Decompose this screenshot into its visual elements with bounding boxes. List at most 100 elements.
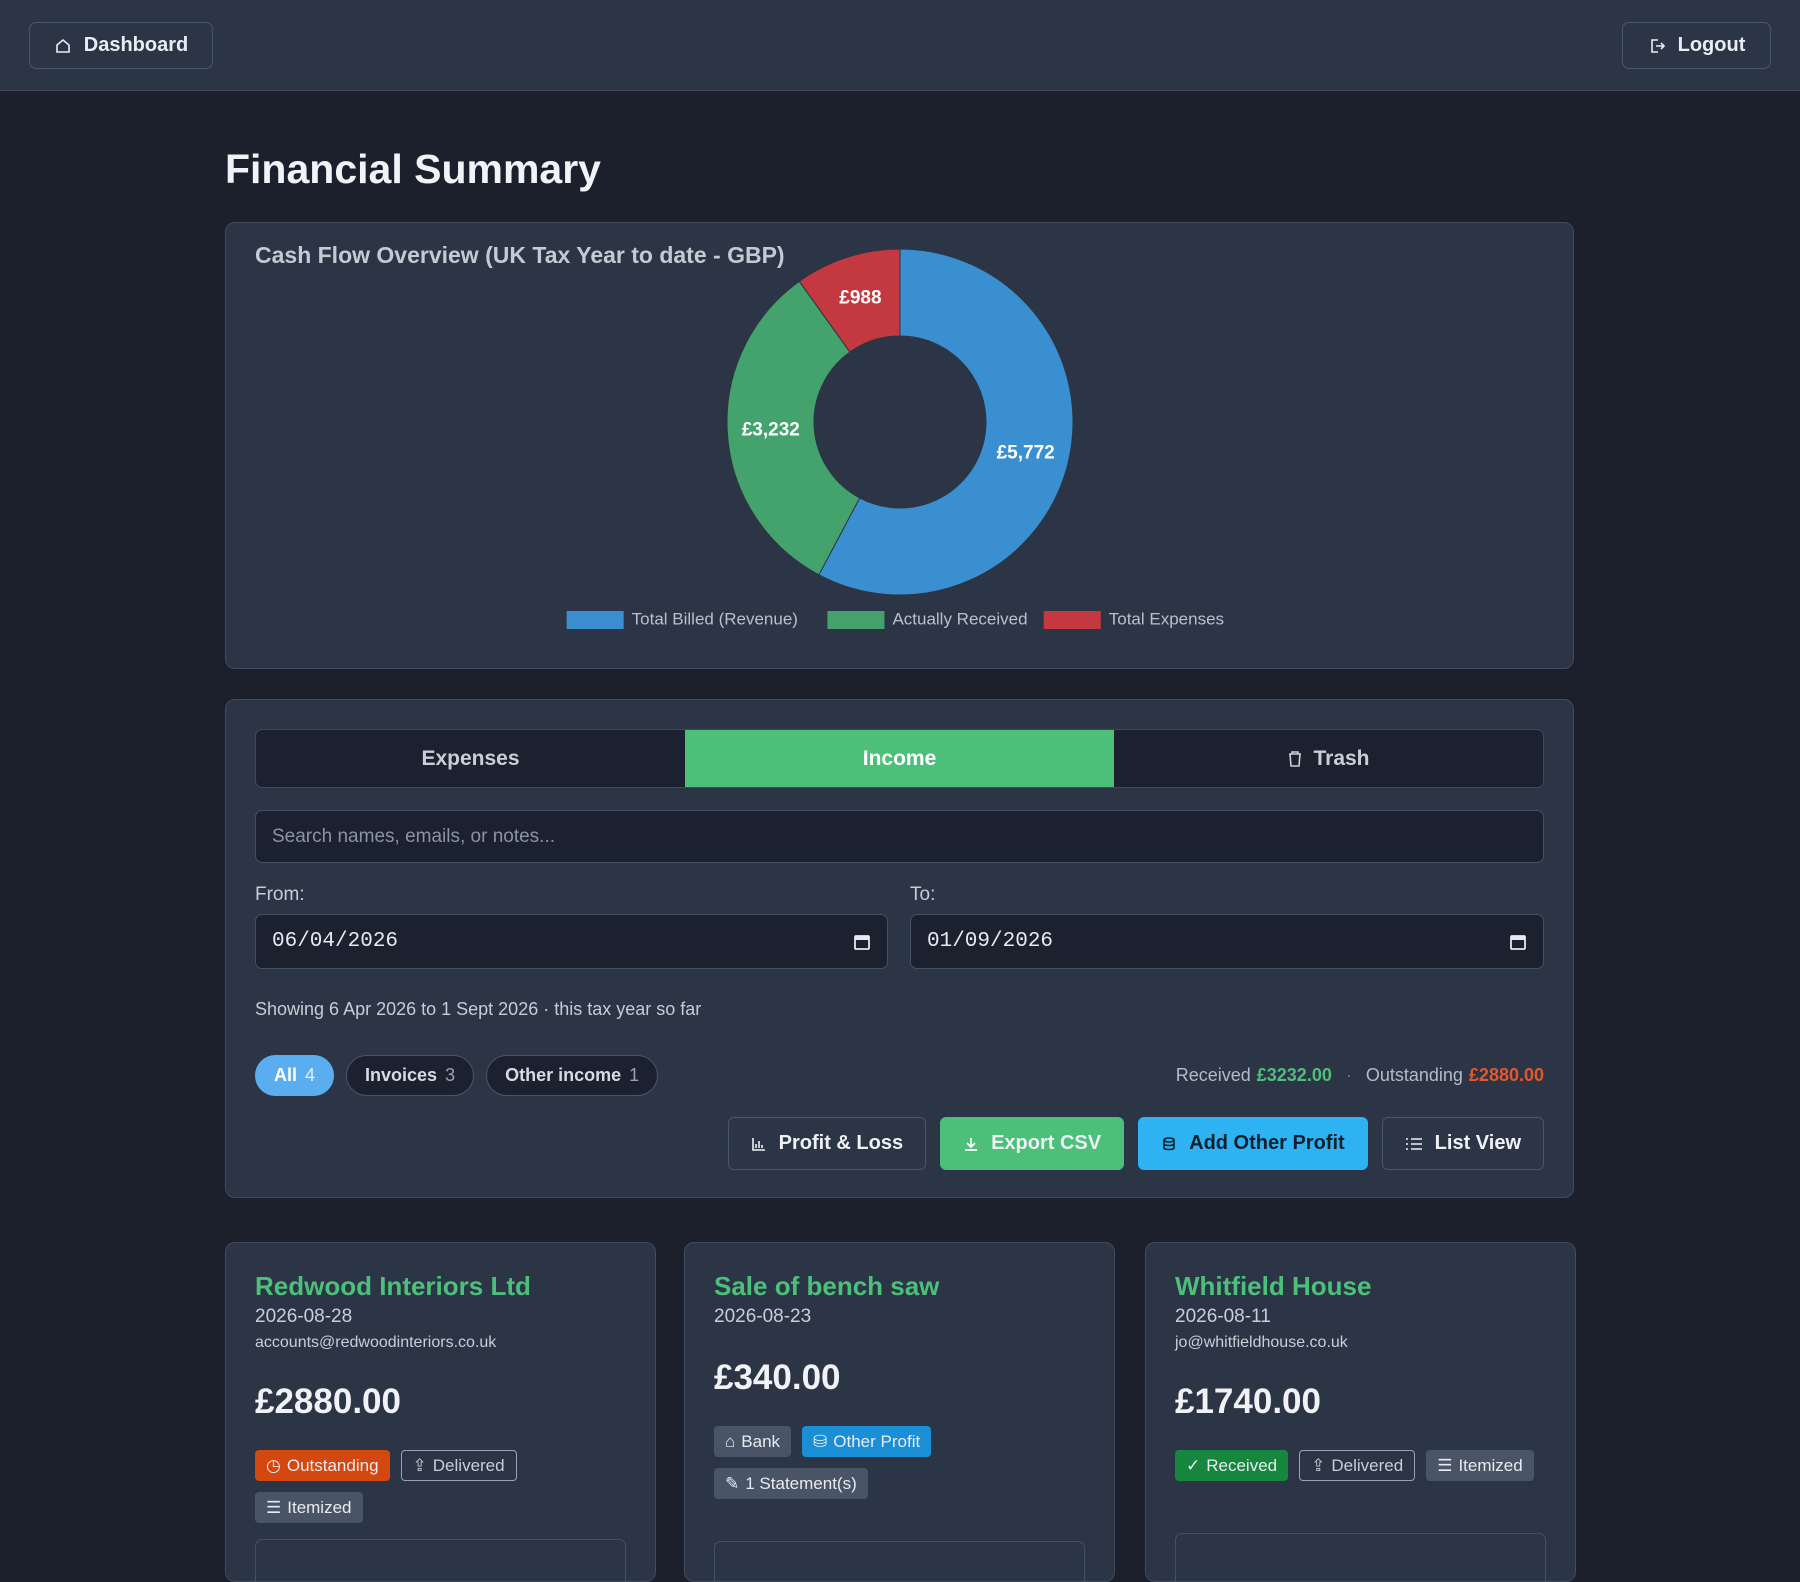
tag-label: Outstanding [286, 1455, 379, 1475]
tags: ✓ Received ⇪ Delivered ☰ Itemized [1175, 1450, 1546, 1481]
tab-active[interactable]: Income [685, 730, 1114, 787]
action-label: Export CSV [991, 1132, 1102, 1154]
from-label: From: [255, 884, 305, 905]
record-amount: £340.00 [714, 1358, 841, 1397]
record-amount: £2880.00 [255, 1382, 401, 1421]
to-label: To: [910, 884, 936, 905]
record-card[interactable]: Sale of bench saw 2026-08-23 £340.00 ⌂ B… [684, 1242, 1115, 1582]
header: Dashboard Logout [0, 0, 1800, 91]
legend-swatch [1043, 611, 1101, 629]
tag-outstanding: ◷ Outstanding [255, 1450, 390, 1481]
calendar-icon [854, 934, 870, 950]
tab[interactable]: Trash [1114, 730, 1543, 787]
record-name: Sale of bench saw [714, 1271, 940, 1301]
pill[interactable]: Invoices 3 [346, 1055, 475, 1096]
add-other-profit-button[interactable]: Add Other Profit [1138, 1117, 1368, 1170]
slice-label: £3,232 [742, 420, 800, 441]
legend-label: Total Expenses [1109, 609, 1224, 628]
chart-title: Cash Flow Overview (UK Tax Year to date … [255, 242, 785, 268]
tag-received: ✓ Received [1175, 1450, 1289, 1481]
pie-slice [726, 280, 861, 576]
download-icon [965, 1137, 978, 1151]
pill-label: Other income [505, 1065, 622, 1085]
tag-label: Bank [741, 1431, 781, 1451]
tag-delivered: ⇪ Delivered [400, 1450, 517, 1481]
outstanding-value: £2880.00 [1468, 1065, 1544, 1085]
tag-label: Delivered [1331, 1455, 1404, 1475]
tab[interactable]: Expenses [421, 746, 520, 770]
pill-label: Invoices [365, 1065, 438, 1085]
tab-label: Trash [1313, 746, 1370, 770]
tabs: Expenses Income Trash [255, 729, 1544, 788]
pie-slice [818, 248, 1074, 596]
legend-swatch [566, 611, 624, 629]
record-details [255, 1539, 626, 1581]
received-label: Received [1175, 1065, 1251, 1085]
page-title: Financial Summary [225, 146, 601, 192]
calendar-icon [1510, 934, 1526, 950]
tag-label: Received [1206, 1455, 1278, 1475]
action-label: Profit & Loss [778, 1132, 904, 1154]
action-label: List View [1434, 1132, 1521, 1154]
pill-count: 4 [305, 1065, 316, 1085]
pill[interactable]: Other income 1 [486, 1055, 659, 1096]
coins-icon [1163, 1136, 1175, 1150]
record-name: Whitfield House [1175, 1271, 1372, 1301]
tag-statements: ✎ 1 Statement(s) [714, 1468, 868, 1499]
pill-active[interactable]: All 4 [255, 1055, 335, 1096]
outstanding-label: Outstanding [1365, 1065, 1463, 1085]
record-date: 2026-08-23 [714, 1306, 812, 1327]
logout-label: Logout [1677, 34, 1746, 56]
action-label: Add Other Profit [1189, 1132, 1345, 1154]
tag-label: Itemized [287, 1497, 352, 1517]
from-date[interactable]: 06/04/2026 [255, 914, 888, 969]
record-card[interactable]: Whitfield House 2026-08-11 jo@whitfieldh… [1145, 1242, 1576, 1582]
list-view-button[interactable]: List View [1381, 1117, 1544, 1170]
record-email: accounts@redwoodinteriors.co.uk [255, 1334, 497, 1351]
export-csv-button[interactable]: Export CSV [940, 1117, 1125, 1170]
separator: · [1345, 1065, 1352, 1085]
actions: Profit & Loss Export CSV Add Other Profi… [727, 1117, 1544, 1170]
tag-label: Delivered [432, 1455, 505, 1475]
logout-icon [1650, 38, 1665, 53]
search-input[interactable]: Search names, emails, or notes... [255, 810, 1544, 863]
record-amount: £1740.00 [1175, 1382, 1321, 1421]
slice-label: £988 [839, 288, 881, 309]
record-card[interactable]: Redwood Interiors Ltd 2026-08-28 account… [225, 1242, 656, 1582]
legend-swatch [827, 611, 885, 629]
tag-label: Other Profit [833, 1431, 921, 1451]
tags: ◷ Outstanding ⇪ Delivered ☰ Itemized [255, 1450, 626, 1523]
tags: ⌂ Bank ⛁ Other Profit ✎ 1 Statement(s) [714, 1426, 994, 1499]
dashboard-label: Dashboard [83, 34, 189, 56]
dashboard-button[interactable]: Dashboard [29, 22, 213, 69]
record-date: 2026-08-28 [255, 1306, 353, 1327]
pill-count: 3 [445, 1065, 456, 1085]
totals: Received £3232.00 · Outstanding £2880.00 [1176, 1065, 1544, 1086]
chart: Cash Flow Overview (UK Tax Year to date … [255, 242, 1224, 629]
record-email: jo@whitfieldhouse.co.uk [1175, 1334, 1348, 1351]
pill-count: 1 [629, 1065, 640, 1085]
tag-bank: ⌂ Bank [714, 1426, 792, 1457]
tag-label: 1 Statement(s) [745, 1473, 857, 1493]
chart-icon [751, 1137, 765, 1151]
record-name: Redwood Interiors Ltd [255, 1271, 531, 1301]
tag-label: Itemized [1458, 1455, 1523, 1475]
slice-label: £5,772 [997, 442, 1055, 463]
legend-label: Total Billed (Revenue) [632, 609, 798, 628]
logout-button[interactable]: Logout [1622, 22, 1771, 69]
pie-slice [798, 248, 901, 353]
from-value: 06/04/2026 [272, 930, 399, 953]
record-date: 2026-08-11 [1175, 1306, 1271, 1327]
legend-label: Actually Received [892, 609, 1027, 628]
to-date[interactable]: 01/09/2026 [910, 914, 1544, 969]
range-summary: Showing 6 Apr 2026 to 1 Sept 2026 · this… [255, 999, 702, 1019]
record-details [1175, 1533, 1546, 1581]
tag-delivered: ⇪ Delivered [1299, 1450, 1416, 1481]
trash-icon [1289, 750, 1302, 767]
list-icon [1405, 1137, 1422, 1150]
pill-label: All [274, 1065, 298, 1085]
profit-loss-button[interactable]: Profit & Loss [727, 1117, 927, 1170]
received-value: £3232.00 [1256, 1065, 1332, 1085]
tag-itemized: ☰ Itemized [1426, 1450, 1534, 1481]
